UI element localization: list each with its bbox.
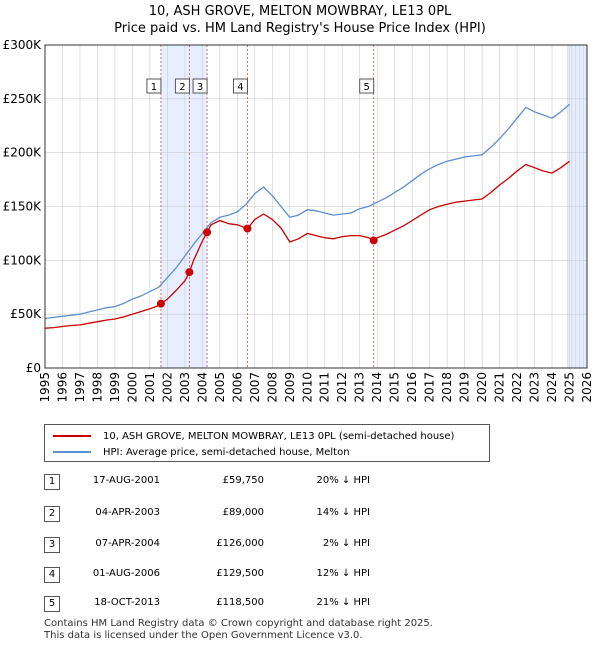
chart-subtitle: Price paid vs. HM Land Registry's House … [114,21,486,36]
sale-point [156,299,165,308]
x-tick-label: 2023 [528,372,542,403]
x-tick-label: 2021 [493,372,507,403]
x-tick-label: 2026 [580,372,594,403]
x-tick-label: 2025 [563,372,577,403]
chart-title: 10, ASH GROVE, MELTON MOWBRAY, LE13 0PL [148,4,452,19]
x-tick-label: 2003 [178,372,192,403]
legend-item-hpi: HPI: Average price, semi-detached house,… [53,445,350,459]
sale-label-box [192,78,208,94]
x-tick-label: 2013 [353,372,367,403]
sale-point [203,228,212,237]
x-tick-label: 2000 [125,372,139,403]
sale-row: 2 04-APR-2003 £89,000 14% ↓ HPI [0,504,600,524]
sale-row: 4 01-AUG-2006 £129,500 12% ↓ HPI [0,565,600,585]
sale-label: 5 [364,82,370,93]
x-tick-label: 2015 [388,372,402,403]
y-tick-label: £250K [3,92,43,106]
x-tick-label: 2007 [248,372,262,403]
x-tick-label: 2022 [510,372,524,403]
y-tick-label: £100K [3,253,43,267]
sale-label-box [359,78,375,94]
legend-item-property: 10, ASH GROVE, MELTON MOWBRAY, LE13 0PL … [53,429,454,443]
sale-point [243,224,252,233]
sale-price: £59,750 [222,475,264,486]
sale-price: £89,000 [222,507,264,518]
sale-hpi-diff: 21% ↓ HPI [316,597,370,608]
sale-label: 1 [151,82,157,93]
sale-date: 04-APR-2003 [95,507,160,518]
footer-licence: This data is licensed under the Open Gov… [44,630,363,641]
chart-legend: 10, ASH GROVE, MELTON MOWBRAY, LE13 0PL … [44,424,490,462]
sale-label-box [146,78,162,94]
x-tick-label: 2012 [335,372,349,403]
y-tick-label: £50K [10,307,42,321]
legend-swatch-property [53,435,91,437]
x-tick-label: 2020 [475,372,489,403]
x-tick-label: 1999 [108,372,122,403]
sale-price: £126,000 [216,538,264,549]
sale-hpi-diff: 20% ↓ HPI [316,475,370,486]
sale-point [369,236,378,245]
property-series-line [44,160,570,329]
x-tick-label: 2002 [160,372,174,403]
sale-label-box [174,78,190,94]
sale-label: 4 [237,82,243,93]
hpi-series-line [44,103,570,320]
x-tick-label: 2024 [545,372,559,403]
sale-label-box [232,78,248,94]
sale-label: 2 [179,82,185,93]
y-tick-label: £200K [3,146,43,160]
x-tick-label: 1995 [38,372,52,403]
x-tick-label: 1998 [90,372,104,403]
sale-date: 07-APR-2004 [95,538,160,549]
x-tick-label: 2010 [300,372,314,403]
y-tick-label: £150K [3,200,43,214]
y-tick-label: £0 [26,361,41,375]
x-tick-label: 2014 [370,372,384,403]
plot-frame [44,44,588,369]
sale-hpi-diff: 2% ↓ HPI [322,538,370,549]
x-tick-label: 2019 [458,372,472,403]
x-tick-label: 2005 [213,372,227,403]
footer-copyright: Contains HM Land Registry data © Crown c… [44,618,433,629]
sale-price: £118,500 [216,597,264,608]
x-tick-label: 2001 [143,372,157,403]
x-tick-label: 1997 [73,372,87,403]
x-tick-label: 2011 [318,372,332,403]
sale-row: 3 07-APR-2004 £126,000 2% ↓ HPI [0,535,600,555]
sale-number-badge: 4 [44,567,60,583]
x-tick-label: 2009 [283,372,297,403]
x-tick-label: 1996 [55,372,69,403]
sale-point [185,268,194,277]
sale-label: 3 [197,82,203,93]
sale-price: £129,500 [216,568,264,579]
sale-hpi-diff: 12% ↓ HPI [316,568,370,579]
y-tick-label: £300K [3,38,43,52]
x-tick-label: 2004 [195,372,209,403]
sale-date: 01-AUG-2006 [92,568,160,579]
sale-row: 5 18-OCT-2013 £118,500 21% ↓ HPI [0,594,600,614]
legend-label-property: 10, ASH GROVE, MELTON MOWBRAY, LE13 0PL … [103,430,455,442]
sale-number-badge: 5 [44,596,60,612]
x-tick-label: 2016 [405,372,419,403]
price-chart: 1 2 3 4 5 £0 £50K £100K £150K £200K £250K £300K 1995… [3,38,594,403]
sale-date: 17-AUG-2001 [92,475,160,486]
sale-date: 18-OCT-2013 [94,597,160,608]
x-tick-label: 2008 [265,372,279,403]
sale-number-badge: 2 [44,506,60,522]
sale-hpi-diff: 14% ↓ HPI [316,507,370,518]
legend-swatch-hpi [53,451,91,453]
legend-label-hpi: HPI: Average price, semi-detached house,… [103,446,350,458]
sale-number-badge: 1 [44,474,60,490]
x-tick-label: 2017 [423,372,437,403]
x-tick-label: 2018 [440,372,454,403]
x-tick-label: 2006 [230,372,244,403]
sale-row: 1 17-AUG-2001 £59,750 20% ↓ HPI [0,472,600,492]
sale-number-badge: 3 [44,537,60,553]
